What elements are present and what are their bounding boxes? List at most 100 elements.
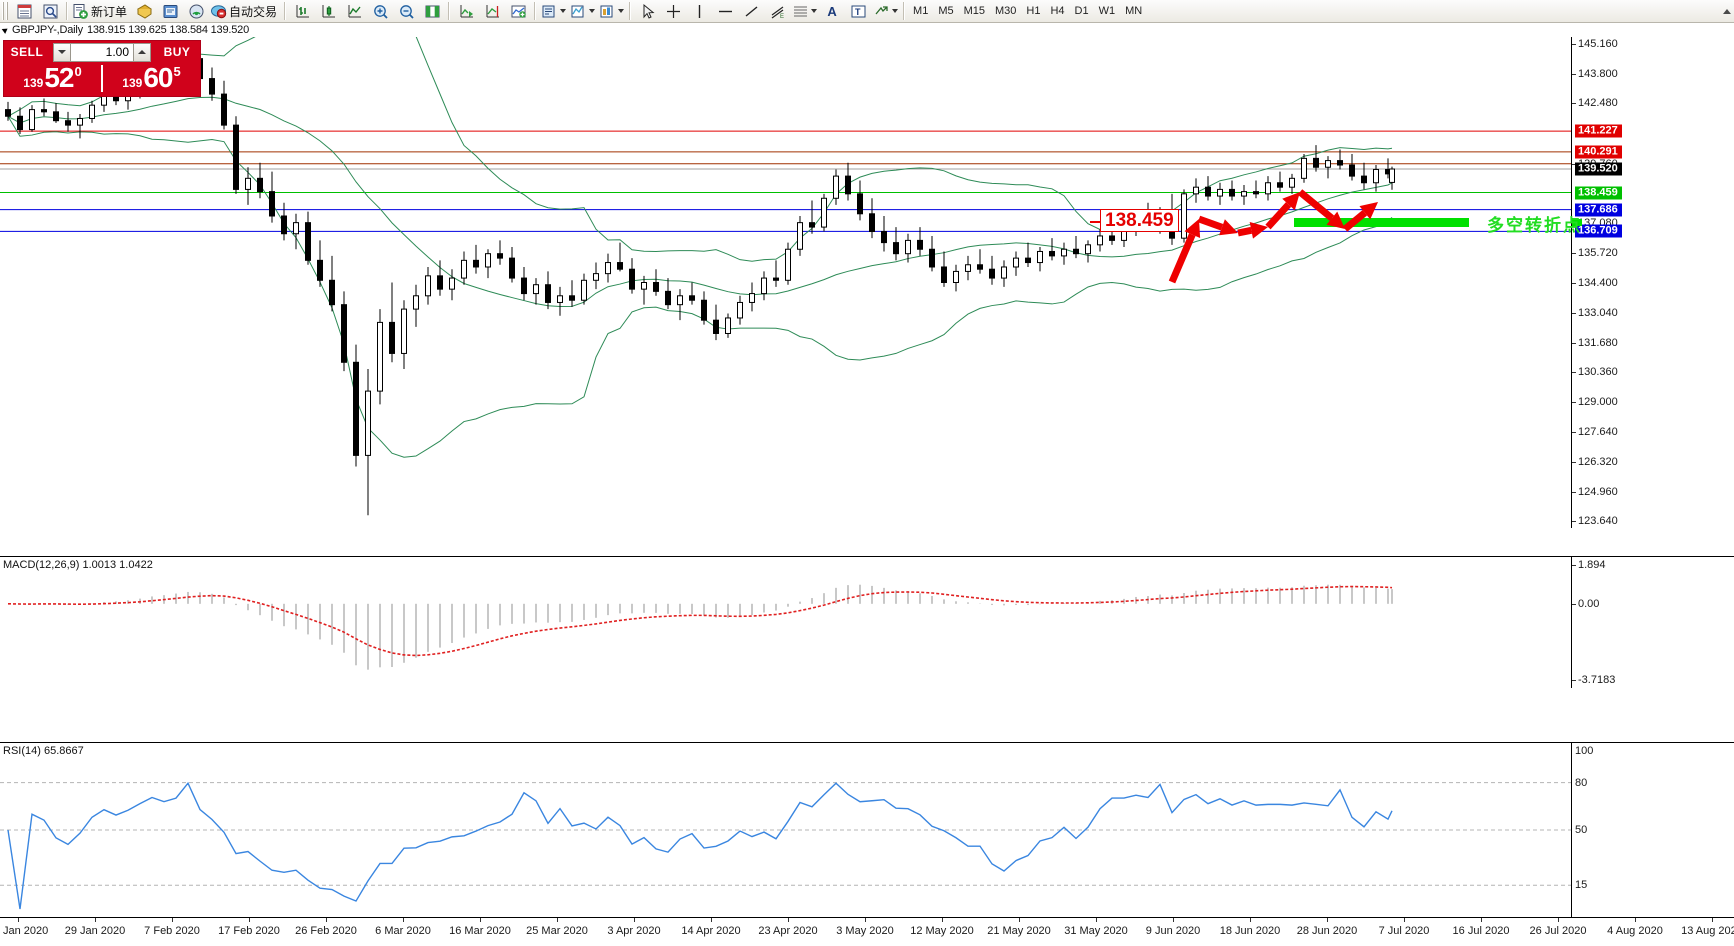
axis-tick-mark [1572,372,1576,374]
macd-axis-tick: -3.7183 [1578,674,1616,686]
chart-shift-icon[interactable] [479,1,505,21]
axis-tick-mark [1572,402,1576,404]
sell-price-big-figure: 139 [23,76,44,90]
axis-tick-mark [1572,461,1576,463]
expert-advisors-icon[interactable] [131,1,157,21]
axis-tick-mark [1572,521,1576,522]
sell-button[interactable]: SELL [10,45,44,59]
rsi-label: RSI(14) 65.8667 [3,745,84,757]
axis-tick-mark [1572,342,1576,344]
vertical-line-icon[interactable] [686,1,712,21]
macd-axis[interactable]: 1.894 0.00 -3.7183 [1571,557,1734,688]
templates-icon[interactable] [568,1,597,21]
chart-settings-icon[interactable] [597,1,626,21]
axis-tick-mark [1572,103,1576,105]
rsi-pane[interactable]: RSI(14) 65.8667 100 80 50 15 [0,742,1734,917]
date-tick-mark [1096,918,1097,922]
horizontal-line-icon[interactable] [712,1,738,21]
price-axis-tick: 126.320 [1578,455,1618,468]
timeframe-mn[interactable]: MN [1125,5,1143,17]
price-axis-tick: 131.680 [1578,336,1618,349]
rsi-plot-area[interactable] [0,743,1572,917]
one-click-trading-panel[interactable]: SELL 1.00 BUY 139 52 0 139 60 5 [3,40,201,97]
timeframe-m30[interactable]: M30 [995,5,1017,17]
line-chart-icon[interactable] [341,1,367,21]
date-tick-mark [788,918,789,922]
volume-decrease-icon[interactable] [53,42,71,62]
scroll-up-arrow[interactable] [1720,1,1734,21]
rsi-axis-tick: 15 [1575,879,1588,892]
rsi-axis-tick: 50 [1575,824,1588,836]
price-axis-tick: 145.160 [1578,38,1618,50]
arrows-icon[interactable] [871,1,900,21]
signals-icon[interactable] [183,1,209,21]
price-axis[interactable]: 145.160143.800142.480141.227140.291139.7… [1571,37,1734,528]
timeframe-h1[interactable]: H1 [1026,5,1041,17]
price-axis-tick: 123.640 [1578,515,1618,527]
zoom-in-icon[interactable] [367,1,393,21]
buy-price-fraction: 5 [173,64,181,79]
date-axis-tick: 31 May 2020 [1064,925,1128,937]
date-axis-tick: 16 Mar 2020 [449,925,511,937]
macd-plot-area[interactable] [0,557,1572,688]
macd-pane[interactable]: MACD(12,26,9) 1.0013 1.0422 1.894 0.00 -3.… [0,556,1734,688]
price-level-tag: 141.227 [1575,124,1622,138]
date-axis-tick: 16 Jul 2020 [1452,925,1510,937]
date-tick-mark [1712,918,1713,922]
new-order-label: 新订单 [91,4,128,19]
bar-chart-icon[interactable] [289,1,315,21]
equidistant-channel-icon[interactable]: E [764,1,790,21]
date-axis-tick: 3 May 2020 [836,925,894,937]
periods-icon[interactable] [539,1,568,21]
date-axis-tick: 28 Jun 2020 [1296,925,1358,937]
date-axis-tick: 25 Mar 2020 [526,925,588,937]
new-order-button[interactable]: 新订单 [71,1,131,21]
autotrading-button[interactable]: 自动交易 [209,1,281,21]
price-pane[interactable]: 145.160143.800142.480141.227140.291139.7… [0,37,1734,528]
axis-tick-mark [1572,491,1576,493]
candlestick-chart-icon[interactable] [315,1,341,21]
zoom-out-icon[interactable] [393,1,419,21]
sell-price[interactable]: 139 52 0 [4,63,101,94]
timeframe-d1[interactable]: D1 [1074,5,1089,17]
timeframe-m15[interactable]: M15 [963,5,985,17]
text-icon[interactable]: A [819,1,845,21]
terminal-icon[interactable] [11,1,37,21]
fibonacci-icon[interactable] [790,1,819,21]
buy-button[interactable]: BUY [163,45,191,59]
toolbar-separator-2 [284,2,287,20]
date-axis-tick: 7 Feb 2020 [144,925,200,937]
date-axis[interactable]: 20 Jan 2020 29 Jan 2020 7 Feb 2020 17 Feb 2… [0,917,1734,946]
crosshair-icon[interactable] [660,1,686,21]
price-axis-tick: 124.960 [1578,485,1618,498]
date-tick-mark [1019,918,1020,922]
chart-grid-icon[interactable] [419,1,445,21]
rsi-axis-tick: 80 [1575,776,1588,789]
date-axis-tick: 7 Jul 2020 [1378,925,1430,937]
date-axis-tick: 6 Mar 2020 [375,925,431,937]
buy-price-big-figure: 139 [122,76,143,90]
rsi-axis[interactable]: 100 80 50 15 [1571,743,1734,917]
date-tick-mark [1327,918,1328,922]
price-axis-tick: 135.720 [1578,247,1618,260]
cursor-icon[interactable] [634,1,660,21]
date-tick-mark [403,918,404,922]
metaeditor-icon[interactable] [157,1,183,21]
timeframe-w1[interactable]: W1 [1098,5,1116,17]
volume-increase-icon[interactable] [133,42,151,62]
price-level-tag: 140.291 [1575,145,1622,159]
volume-stepper[interactable]: 1.00 [53,42,151,62]
trendline-icon[interactable] [738,1,764,21]
timeframe-h4[interactable]: H4 [1050,5,1065,17]
buy-price[interactable]: 139 60 5 [103,63,200,94]
volume-input[interactable]: 1.00 [71,42,133,62]
auto-scroll-icon[interactable] [453,1,479,21]
timeframe-m5[interactable]: M5 [938,5,954,17]
toolbar-grip[interactable] [2,2,9,20]
data-window-icon[interactable] [37,1,63,21]
date-tick-mark [865,918,866,922]
text-label-icon[interactable]: T [845,1,871,21]
timeframe-m1[interactable]: M1 [913,5,929,17]
price-plot-area[interactable] [0,37,1572,528]
indicators-icon[interactable] [505,1,531,21]
